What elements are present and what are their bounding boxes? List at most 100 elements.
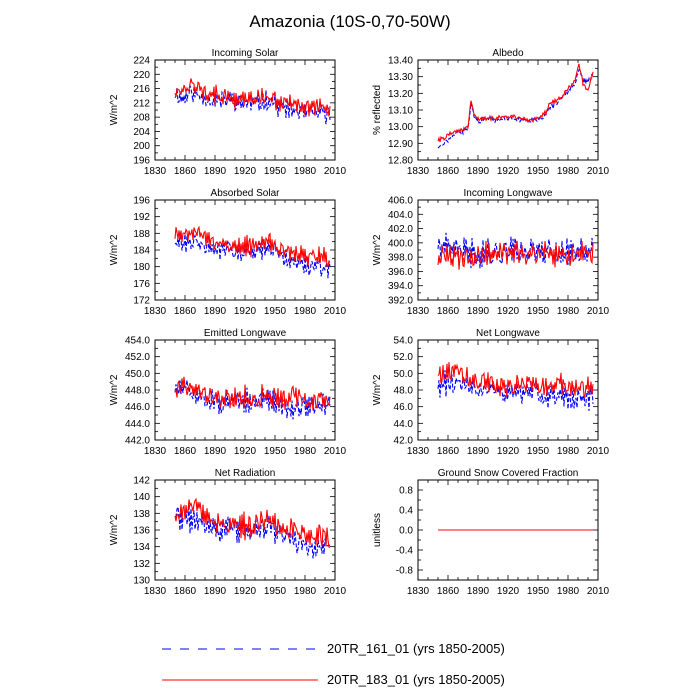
panel-title: Incoming Longwave bbox=[464, 188, 553, 199]
panel-absorbed-solar: 1830 1860 1890 1920 1950 1980 2010 172 176 180 184… bbox=[109, 188, 347, 317]
y-tick-label: 220 bbox=[133, 70, 150, 81]
x-tick-label: 1830 bbox=[407, 446, 430, 457]
series-line-20tr-183-01-net-radiation bbox=[174, 497, 331, 549]
panel-incoming-longwave: 1830 1860 1890 1920 1950 1980 2010 392.0 394.0 39… bbox=[372, 188, 610, 317]
x-tick-label: 1830 bbox=[407, 586, 430, 597]
panel-emitted-longwave: 1830 1860 1890 1920 1950 1980 2010 442.0 444.0 44… bbox=[109, 328, 347, 457]
y-tick-label: 224 bbox=[133, 56, 150, 67]
series-line-20tr-161-01-incoming-longwave bbox=[437, 232, 594, 269]
y-tick-label: 216 bbox=[133, 84, 150, 95]
x-tick-label: 1890 bbox=[204, 306, 227, 317]
y-tick-label: 192 bbox=[133, 212, 150, 223]
y-tick-label: -0.8 bbox=[396, 566, 414, 577]
panel-net-longwave: 1830 1860 1890 1920 1950 1980 2010 42.0 44.0 46.0… bbox=[372, 328, 610, 457]
x-tick-label: 1950 bbox=[264, 446, 287, 457]
x-tick-label: 1860 bbox=[174, 306, 197, 317]
y-tick-label: 454.0 bbox=[125, 336, 150, 347]
series-line-20tr-183-01-absorbed-solar bbox=[174, 225, 331, 268]
y-tick-label: 196 bbox=[133, 156, 150, 167]
series-line-20tr-161-01-absorbed-solar bbox=[174, 232, 331, 279]
y-tick-label: 46.0 bbox=[394, 402, 414, 413]
x-tick-label: 2010 bbox=[324, 306, 347, 317]
y-tick-label: 404.0 bbox=[388, 210, 413, 221]
panel-ground-snow-covered-fraction: 1830 1860 1890 1920 1950 1980 2010 -0.8 -0.4 0.0 0… bbox=[372, 468, 610, 597]
x-tick-label: 1980 bbox=[294, 166, 317, 177]
y-tick-label: 452.0 bbox=[125, 352, 150, 363]
x-tick-label: 1920 bbox=[234, 166, 257, 177]
x-tick-label: 2010 bbox=[587, 306, 610, 317]
x-tick-label: 1980 bbox=[557, 586, 580, 597]
x-tick-label: 2010 bbox=[324, 586, 347, 597]
x-tick-label: 1860 bbox=[174, 446, 197, 457]
y-tick-label: 188 bbox=[133, 229, 150, 240]
y-tick-label: 12.80 bbox=[388, 156, 413, 167]
legend-label-183: 20TR_183_01 (yrs 1850-2005) bbox=[327, 672, 505, 687]
y-tick-label: 132 bbox=[133, 559, 150, 570]
legend: 20TR_161_01 (yrs 1850-2005) 20TR_183_01 … bbox=[162, 641, 505, 687]
y-tick-label: 13.20 bbox=[388, 89, 413, 100]
x-tick-label: 1920 bbox=[234, 446, 257, 457]
panel-title: Net Radiation bbox=[215, 468, 276, 479]
y-tick-label: 176 bbox=[133, 279, 150, 290]
panel-title: Incoming Solar bbox=[212, 48, 279, 59]
x-tick-label: 1890 bbox=[204, 166, 227, 177]
y-tick-label: 396.0 bbox=[388, 267, 413, 278]
series-line-20tr-183-01-albedo bbox=[437, 63, 594, 143]
panel-title: Absorbed Solar bbox=[211, 188, 281, 199]
y-tick-label: 50.0 bbox=[394, 369, 414, 380]
x-tick-label: 1890 bbox=[467, 586, 490, 597]
y-tick-label: 142 bbox=[133, 476, 150, 487]
y-tick-label: 12.90 bbox=[388, 139, 413, 150]
y-tick-label: 13.00 bbox=[388, 122, 413, 133]
x-tick-label: 1890 bbox=[467, 306, 490, 317]
y-tick-label: 392.0 bbox=[388, 296, 413, 307]
panel-title: Albedo bbox=[492, 48, 524, 59]
series-line-20tr-183-01-emitted-longwave bbox=[174, 376, 331, 411]
y-axis-label: W/m^2 bbox=[109, 94, 120, 125]
y-tick-label: 44.0 bbox=[394, 419, 414, 430]
y-tick-label: 48.0 bbox=[394, 386, 414, 397]
x-tick-label: 1920 bbox=[234, 306, 257, 317]
x-tick-label: 1950 bbox=[264, 166, 287, 177]
x-tick-label: 1860 bbox=[437, 166, 460, 177]
y-tick-label: 450.0 bbox=[125, 369, 150, 380]
series-line-20tr-183-01-incoming-solar bbox=[174, 78, 331, 117]
y-tick-label: 52.0 bbox=[394, 352, 414, 363]
x-tick-label: 1920 bbox=[234, 586, 257, 597]
x-tick-label: 1860 bbox=[437, 586, 460, 597]
y-axis-label: % reflected bbox=[372, 85, 383, 135]
series-line-20tr-183-01-incoming-longwave bbox=[437, 240, 594, 270]
panel-net-radiation: 1830 1860 1890 1920 1950 1980 2010 130 132 134 136… bbox=[109, 468, 347, 597]
y-tick-label: 54.0 bbox=[394, 336, 414, 347]
x-tick-label: 1890 bbox=[467, 166, 490, 177]
x-tick-label: 2010 bbox=[587, 166, 610, 177]
x-tick-label: 1860 bbox=[174, 586, 197, 597]
x-tick-label: 2010 bbox=[324, 166, 347, 177]
y-tick-label: 180 bbox=[133, 262, 150, 273]
y-axis-label: W/m^2 bbox=[372, 234, 383, 265]
y-axis-label: W/m^2 bbox=[109, 374, 120, 405]
y-tick-label: 204 bbox=[133, 127, 150, 138]
y-tick-label: 134 bbox=[133, 542, 150, 553]
x-tick-label: 1920 bbox=[497, 586, 520, 597]
x-tick-label: 1950 bbox=[264, 306, 287, 317]
y-tick-label: 0.0 bbox=[399, 526, 413, 537]
y-tick-label: 172 bbox=[133, 296, 150, 307]
x-tick-label: 1890 bbox=[204, 586, 227, 597]
x-tick-label: 1980 bbox=[557, 166, 580, 177]
panel-albedo: 1830 1860 1890 1920 1950 1980 2010 12.80 12.90 13… bbox=[372, 48, 610, 177]
x-tick-label: 1950 bbox=[527, 586, 550, 597]
x-tick-label: 1890 bbox=[467, 446, 490, 457]
series-line-20tr-161-01-net-longwave bbox=[437, 370, 594, 411]
plot-frame bbox=[417, 59, 599, 161]
x-tick-label: 1860 bbox=[437, 306, 460, 317]
x-tick-label: 1950 bbox=[264, 586, 287, 597]
y-tick-label: 398.0 bbox=[388, 253, 413, 264]
series-line-20tr-183-01-net-longwave bbox=[437, 362, 594, 399]
x-tick-label: 1830 bbox=[407, 306, 430, 317]
panels: 1830 1860 1890 1920 1950 1980 2010 196 200 204 208… bbox=[109, 48, 610, 597]
y-tick-label: 13.10 bbox=[388, 106, 413, 117]
y-tick-label: 402.0 bbox=[388, 224, 413, 235]
series-line-20tr-161-01-albedo bbox=[437, 68, 594, 149]
